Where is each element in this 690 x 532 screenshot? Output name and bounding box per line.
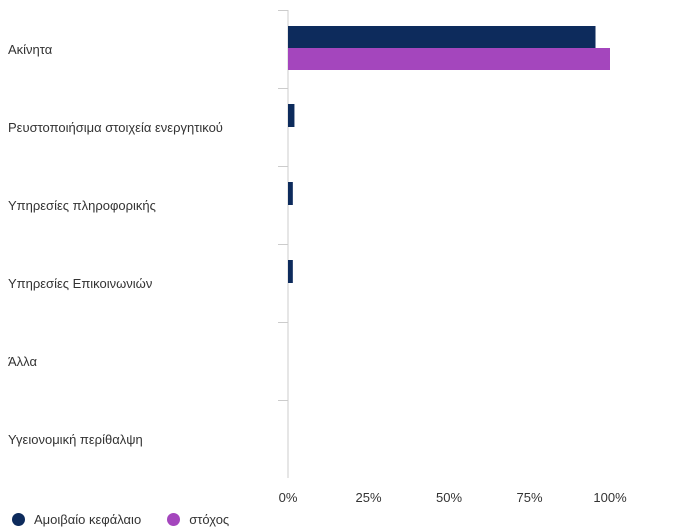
x-tick-labels: 0% 25% 50% 75% 100% — [279, 490, 627, 505]
legend-item-fund[interactable]: Αμοιβαίο κεφάλαιο — [12, 512, 141, 527]
bar-fund[interactable] — [288, 182, 293, 205]
x-tick-label: 100% — [593, 490, 627, 505]
category-labels: Ακίνητα Ρευστοποιήσιμα στοιχεία ενεργητικ… — [8, 42, 223, 447]
bar-fund[interactable] — [288, 260, 293, 283]
legend-swatch-target — [167, 513, 181, 526]
legend-label-target: στόχος — [189, 512, 230, 527]
x-tick-label: 50% — [436, 490, 462, 505]
y-axis — [278, 10, 289, 478]
category-label: Ακίνητα — [8, 42, 53, 57]
x-tick-label: 25% — [355, 490, 381, 505]
bar-target[interactable] — [288, 48, 610, 70]
bars — [288, 26, 610, 283]
legend-item-target[interactable]: στόχος — [167, 512, 229, 527]
category-label: Άλλα — [8, 354, 37, 369]
x-tick-label: 0% — [279, 490, 298, 505]
category-label: Υπηρεσίες πληροφορικής — [8, 198, 156, 213]
category-label: Υγειονομική περίθαλψη — [8, 432, 143, 447]
x-tick-label: 75% — [516, 490, 542, 505]
bar-fund[interactable] — [288, 26, 596, 49]
category-label: Υπηρεσίες Επικοινωνιών — [8, 276, 152, 291]
legend-swatch-fund — [12, 513, 25, 526]
legend-label-fund: Αμοιβαίο κεφάλαιο — [34, 512, 142, 527]
bar-chart: Ακίνητα Ρευστοποιήσιμα στοιχεία ενεργητικ… — [8, 10, 627, 505]
legend: Αμοιβαίο κεφάλαιο στόχος — [12, 512, 255, 527]
category-label: Ρευστοποιήσιμα στοιχεία ενεργητικού — [8, 120, 223, 135]
bar-fund[interactable] — [288, 104, 295, 127]
